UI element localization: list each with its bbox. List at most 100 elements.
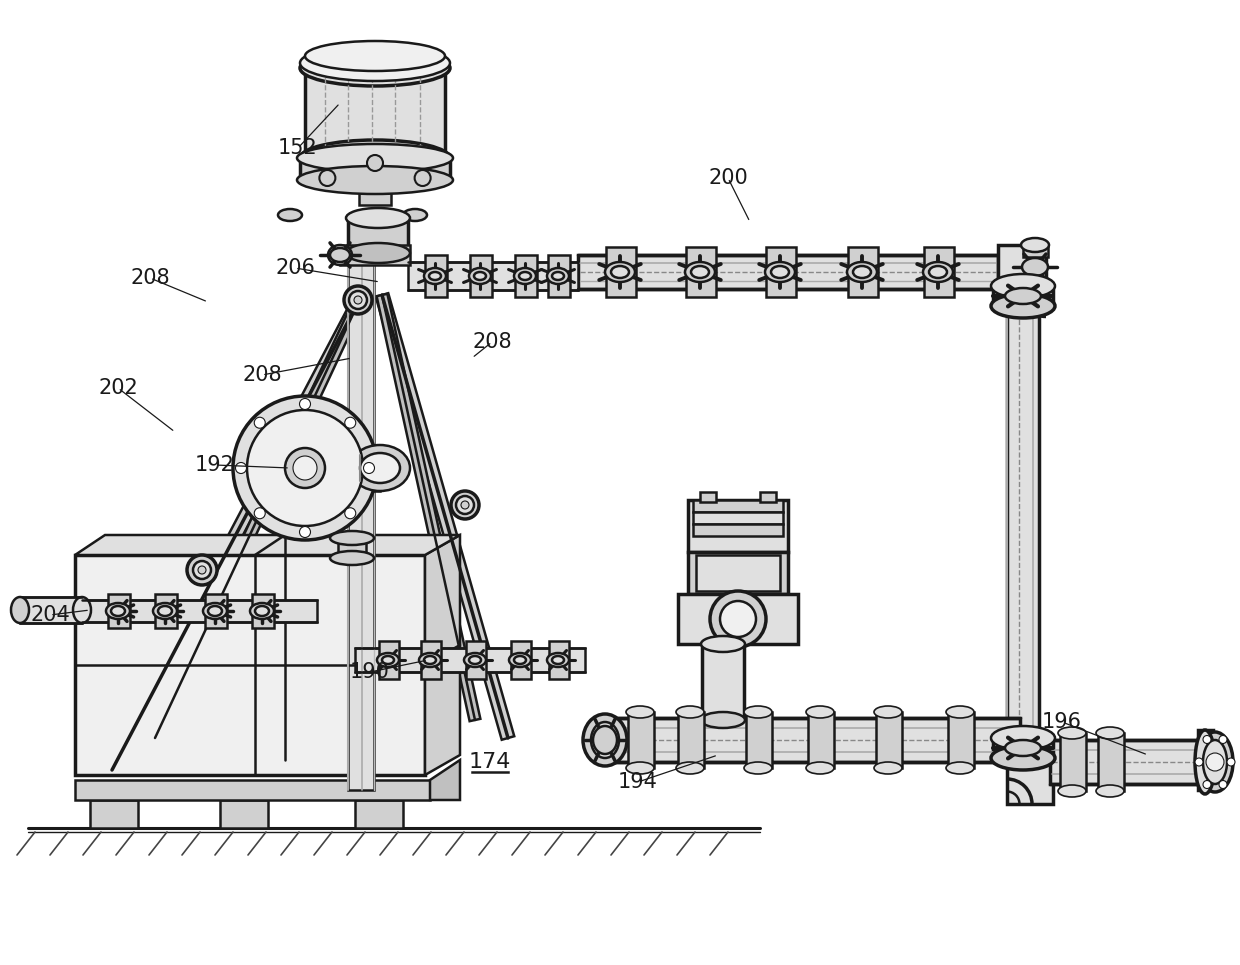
Bar — [155, 594, 177, 628]
Text: 202: 202 — [98, 378, 138, 398]
Circle shape — [233, 396, 377, 540]
Bar — [511, 641, 531, 679]
Ellipse shape — [1058, 785, 1086, 797]
Bar — [1023, 245, 1048, 257]
Bar — [379, 641, 399, 679]
Ellipse shape — [1096, 727, 1123, 739]
Ellipse shape — [923, 262, 954, 282]
Ellipse shape — [1058, 727, 1086, 739]
Ellipse shape — [11, 597, 29, 623]
Ellipse shape — [469, 656, 481, 664]
Circle shape — [320, 170, 335, 186]
Ellipse shape — [330, 551, 374, 565]
Bar — [1198, 730, 1213, 790]
Text: 208: 208 — [472, 332, 512, 352]
Bar — [205, 594, 227, 628]
Bar — [627, 712, 653, 768]
Ellipse shape — [676, 762, 704, 774]
Ellipse shape — [377, 653, 399, 667]
Ellipse shape — [255, 606, 269, 616]
Circle shape — [187, 555, 217, 585]
Ellipse shape — [1203, 740, 1228, 784]
Ellipse shape — [853, 266, 870, 278]
Text: 204: 204 — [30, 605, 69, 625]
Polygon shape — [74, 555, 425, 775]
Bar — [606, 247, 636, 297]
Ellipse shape — [298, 166, 453, 194]
Bar — [408, 262, 578, 290]
Ellipse shape — [278, 209, 303, 221]
Ellipse shape — [300, 50, 450, 86]
Ellipse shape — [552, 272, 564, 280]
Ellipse shape — [112, 606, 125, 616]
Bar — [348, 218, 374, 790]
Circle shape — [1228, 758, 1235, 766]
Polygon shape — [107, 292, 368, 773]
Circle shape — [461, 501, 469, 509]
Bar — [678, 712, 704, 768]
Bar — [1007, 760, 1053, 804]
Polygon shape — [150, 292, 367, 740]
Text: 208: 208 — [130, 268, 170, 288]
Text: 174: 174 — [469, 752, 511, 772]
Ellipse shape — [676, 706, 704, 718]
Ellipse shape — [73, 597, 91, 623]
Bar — [875, 712, 901, 768]
Ellipse shape — [203, 603, 227, 619]
Bar — [605, 718, 1021, 762]
Circle shape — [198, 566, 206, 574]
Ellipse shape — [874, 762, 901, 774]
Bar — [1050, 740, 1220, 784]
Bar — [548, 255, 570, 297]
Ellipse shape — [330, 531, 374, 545]
Ellipse shape — [701, 712, 745, 728]
Ellipse shape — [520, 272, 531, 280]
Circle shape — [300, 399, 310, 409]
Ellipse shape — [547, 653, 569, 667]
Bar — [688, 552, 787, 594]
Ellipse shape — [153, 603, 177, 619]
Polygon shape — [373, 175, 424, 197]
Bar — [693, 500, 782, 512]
Ellipse shape — [806, 706, 835, 718]
Ellipse shape — [593, 726, 618, 754]
Ellipse shape — [744, 762, 773, 774]
Bar — [808, 712, 835, 768]
Polygon shape — [376, 293, 515, 740]
Ellipse shape — [419, 653, 441, 667]
Polygon shape — [326, 175, 376, 197]
Ellipse shape — [771, 266, 789, 278]
Ellipse shape — [515, 268, 536, 284]
Ellipse shape — [515, 656, 526, 664]
Bar — [339, 538, 366, 558]
Circle shape — [353, 296, 362, 304]
Ellipse shape — [691, 266, 709, 278]
Bar — [515, 255, 537, 297]
Ellipse shape — [208, 606, 222, 616]
Circle shape — [193, 561, 211, 579]
Text: 152: 152 — [278, 138, 317, 158]
Ellipse shape — [424, 268, 446, 284]
Bar — [82, 600, 317, 622]
Ellipse shape — [300, 45, 450, 81]
Ellipse shape — [403, 209, 427, 221]
Bar — [355, 648, 585, 672]
Bar — [848, 247, 878, 297]
Ellipse shape — [626, 762, 653, 774]
Text: 196: 196 — [1042, 712, 1083, 732]
Circle shape — [254, 417, 265, 428]
Circle shape — [367, 155, 383, 171]
Bar — [360, 180, 391, 205]
Circle shape — [414, 170, 430, 186]
Ellipse shape — [300, 140, 450, 176]
Bar — [701, 492, 715, 502]
Ellipse shape — [929, 266, 947, 278]
Ellipse shape — [346, 208, 410, 228]
Circle shape — [456, 496, 474, 514]
Ellipse shape — [1004, 288, 1042, 304]
Text: 192: 192 — [195, 455, 234, 475]
Ellipse shape — [991, 294, 1055, 318]
Ellipse shape — [991, 274, 1055, 298]
Ellipse shape — [105, 603, 130, 619]
Bar — [993, 738, 1053, 758]
